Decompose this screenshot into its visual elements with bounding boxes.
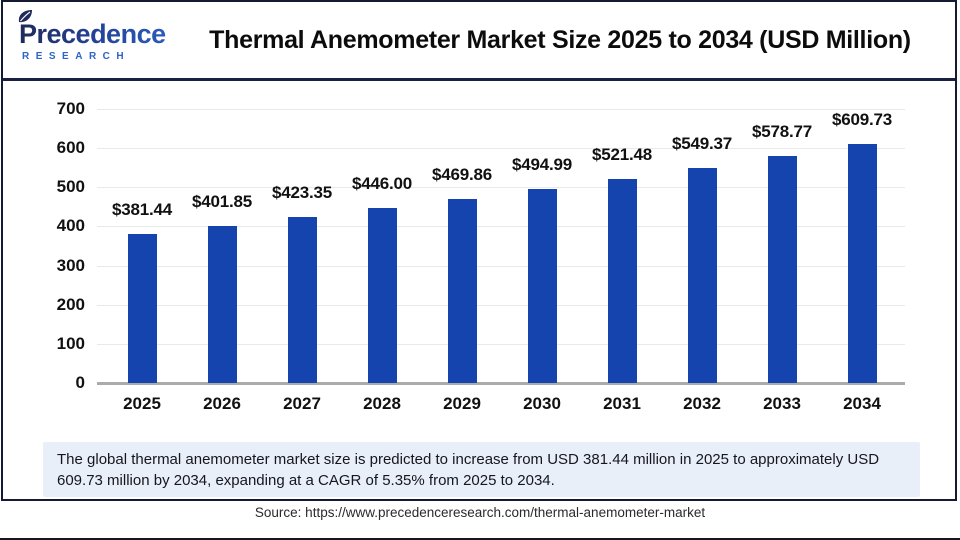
bar-value-label: $423.35 — [271, 183, 333, 203]
chart-card: Precedence RESEARCH Thermal Anemometer M… — [1, 0, 957, 501]
summary-note: The global thermal anemometer market siz… — [43, 442, 920, 497]
bottom-edge-divider — [0, 538, 960, 540]
x-axis-tick-label: 2028 — [363, 394, 401, 413]
bar-value-label: $609.73 — [831, 110, 893, 130]
gridline-500 — [97, 187, 905, 189]
gridline-600 — [97, 148, 905, 150]
bar-2032 — [687, 167, 717, 383]
bar-2034 — [847, 144, 877, 383]
y-axis-tick-label: 100 — [56, 333, 85, 353]
leaf-icon — [18, 10, 32, 23]
x-axis-tick-label: 2025 — [123, 394, 161, 413]
bar-2033 — [767, 156, 797, 383]
bar-value-label: $494.99 — [511, 155, 573, 175]
bar-2026 — [207, 225, 237, 383]
x-axis-tick-label: 2031 — [603, 394, 641, 413]
y-axis-tick-label: 300 — [56, 255, 85, 275]
summary-note-text: The global thermal anemometer market siz… — [57, 451, 880, 489]
x-axis-tick-label: 2033 — [763, 394, 801, 413]
gridline-200 — [97, 304, 905, 306]
x-axis-tick-label: 2026 — [203, 394, 241, 413]
bar-2029 — [447, 199, 477, 383]
bar-value-label: $521.48 — [591, 144, 653, 164]
gridline-400 — [97, 226, 905, 228]
bar-2027 — [287, 217, 317, 383]
y-axis-tick-label: 200 — [56, 294, 85, 314]
y-axis-tick-label: 600 — [56, 138, 85, 158]
gridline-100 — [97, 343, 905, 345]
header: Precedence RESEARCH Thermal Anemometer M… — [3, 2, 955, 81]
bar-2025 — [127, 233, 157, 383]
bar-2028 — [367, 208, 397, 383]
gridline-300 — [97, 265, 905, 267]
bar-2031 — [607, 178, 637, 383]
gridline-700 — [97, 109, 905, 110]
bar-value-label: $401.85 — [191, 191, 253, 211]
bar-value-label: $469.86 — [431, 165, 493, 185]
x-axis-tick-label: 2034 — [843, 394, 881, 413]
brand-logo: Precedence RESEARCH — [18, 10, 199, 62]
bar-value-label: $381.44 — [111, 199, 173, 219]
bar-chart: The global thermal anemometer market siz… — [3, 81, 955, 497]
x-axis-line — [97, 382, 905, 385]
bar-value-label: $549.37 — [671, 133, 733, 153]
bar-2030 — [527, 189, 557, 383]
x-axis-tick-label: 2027 — [283, 394, 321, 413]
x-axis-tick-label: 2030 — [523, 394, 561, 413]
brand-subtitle: RESEARCH — [22, 51, 131, 62]
x-axis-tick-label: 2032 — [683, 394, 721, 413]
brand-name: Precedence — [19, 20, 199, 48]
x-axis-tick-label: 2029 — [443, 394, 481, 413]
source-line: Source: https://www.precedenceresearch.c… — [254, 505, 706, 520]
y-axis-tick-label: 700 — [56, 99, 85, 118]
y-axis-tick-label: 0 — [75, 373, 85, 392]
bar-value-label: $446.00 — [351, 174, 413, 194]
bar-value-label: $578.77 — [751, 122, 813, 142]
page-title: Thermal Anemometer Market Size 2025 to 2… — [209, 25, 911, 54]
y-axis-tick-label: 500 — [56, 177, 85, 197]
y-axis-tick-label: 400 — [56, 216, 85, 236]
